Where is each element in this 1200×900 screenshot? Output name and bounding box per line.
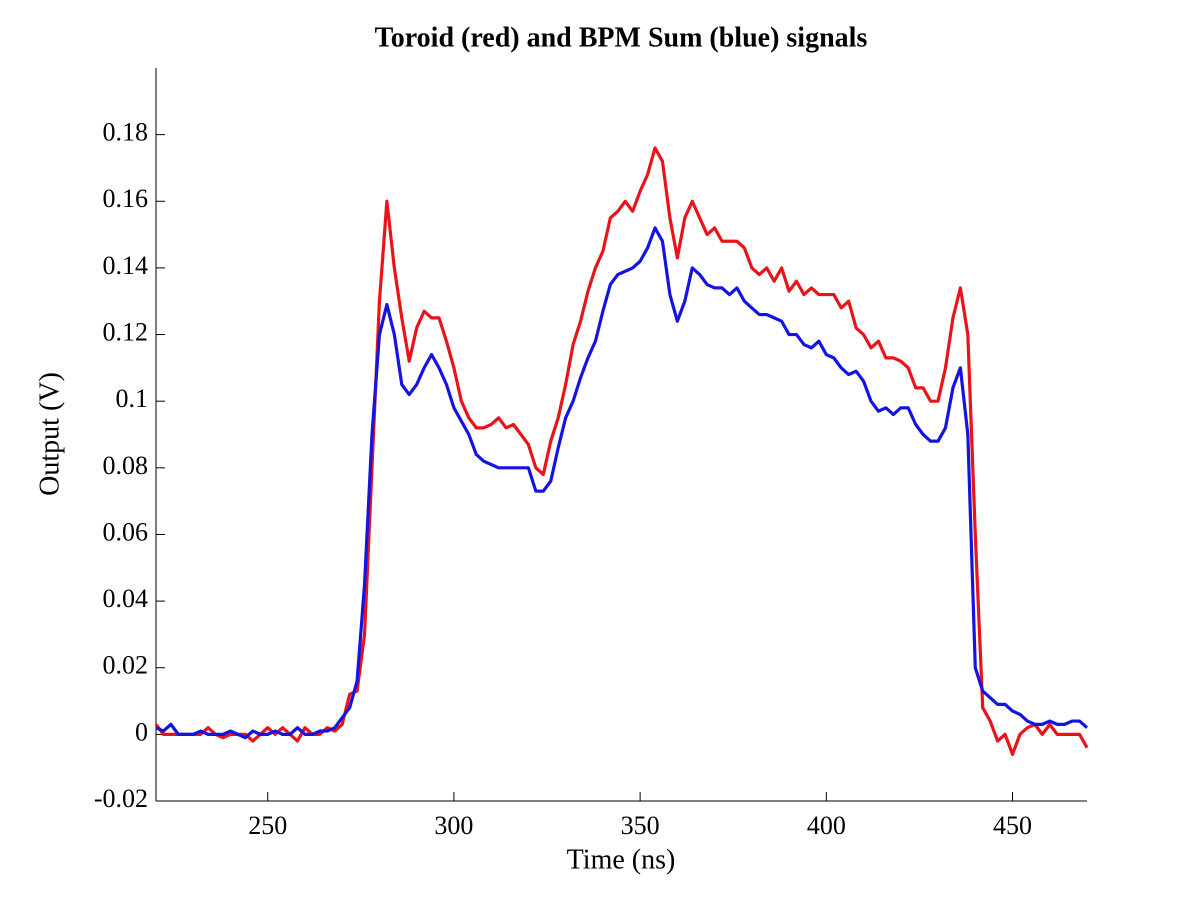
x-tick-label: 400: [807, 811, 846, 840]
y-axis-label: Output (V): [34, 372, 65, 496]
y-tick-label: 0.14: [103, 251, 149, 280]
y-tick-label: 0.02: [103, 651, 149, 680]
chart-title: Toroid (red) and BPM Sum (blue) signals: [375, 22, 868, 53]
y-tick-label: 0.04: [103, 584, 149, 613]
y-tick-label: 0.18: [103, 118, 149, 147]
data-line: [155, 226, 1089, 740]
x-tick-label: 450: [993, 811, 1032, 840]
y-tick-label: 0: [135, 717, 148, 746]
x-axis-label: Time (ns): [567, 844, 676, 875]
y-tick-label: 0.06: [103, 517, 149, 546]
data-line: [154, 146, 1089, 756]
x-tick-label: 300: [434, 811, 473, 840]
y-tick-label: 0.16: [103, 184, 149, 213]
x-tick-label: 250: [248, 811, 287, 840]
y-tick-label: 0.12: [103, 318, 149, 347]
y-tick-label: 0.08: [103, 451, 149, 480]
y-tick-label: 0.1: [116, 384, 149, 413]
y-tick-label: -0.02: [94, 784, 148, 813]
x-tick-label: 350: [621, 811, 660, 840]
